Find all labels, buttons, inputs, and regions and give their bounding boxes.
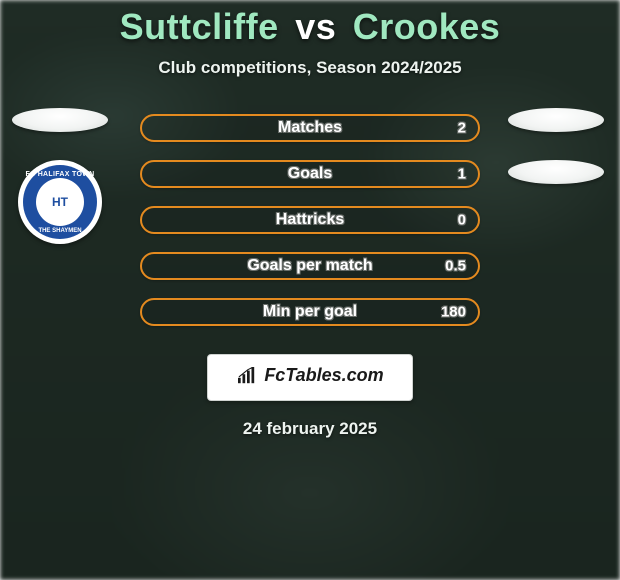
stat-row: Goals 1 (140, 160, 480, 188)
versus-label: vs (295, 6, 336, 47)
placeholder-oval-right-1 (508, 108, 604, 132)
stats-area: FC HALIFAX TOWN THE SHAYMEN HT Matches 2 G… (0, 114, 620, 344)
stat-row: Matches 2 (140, 114, 480, 142)
club-logo-halifax: FC HALIFAX TOWN THE SHAYMEN HT (18, 160, 102, 244)
stat-label: Goals (288, 165, 332, 183)
bars-chart-icon (236, 367, 258, 385)
stat-row: Min per goal 180 (140, 298, 480, 326)
date-text: 24 february 2025 (0, 419, 620, 439)
placeholder-oval-right-2 (508, 160, 604, 184)
placeholder-oval-left (12, 108, 108, 132)
club-logo-monogram: HT (52, 195, 68, 209)
subtitle: Club competitions, Season 2024/2025 (0, 58, 620, 78)
right-badge-column (508, 108, 608, 212)
footer: FcTables.com 24 february 2025 (0, 354, 620, 439)
content-root: Suttcliffe vs Crookes Club competitions,… (0, 0, 620, 580)
stat-label: Min per goal (263, 303, 357, 321)
stat-value-right: 180 (441, 304, 466, 321)
brand-inner: FcTables.com (236, 365, 383, 386)
stat-value-right: 2 (458, 120, 466, 137)
player-b-name: Crookes (353, 6, 501, 47)
stat-rows: Matches 2 Goals 1 Hattricks 0 Goals per match 0… (140, 114, 480, 326)
brand-text: FcTables.com (264, 365, 383, 386)
player-a-name: Suttcliffe (120, 6, 279, 47)
stat-row: Hattricks 0 (140, 206, 480, 234)
page-title: Suttcliffe vs Crookes (0, 0, 620, 48)
club-logo-inner: HT (36, 178, 84, 226)
left-badge-column: FC HALIFAX TOWN THE SHAYMEN HT (12, 108, 112, 244)
stat-label: Matches (278, 119, 342, 137)
stat-label: Hattricks (276, 211, 344, 229)
club-logo-text-bottom: THE SHAYMEN (23, 228, 97, 234)
brand-box[interactable]: FcTables.com (207, 354, 412, 401)
stat-value-right: 0 (458, 212, 466, 229)
stat-row: Goals per match 0.5 (140, 252, 480, 280)
stat-value-right: 1 (458, 166, 466, 183)
club-logo-text-top: FC HALIFAX TOWN (23, 171, 97, 178)
stat-label: Goals per match (247, 257, 372, 275)
stat-value-right: 0.5 (445, 258, 466, 275)
